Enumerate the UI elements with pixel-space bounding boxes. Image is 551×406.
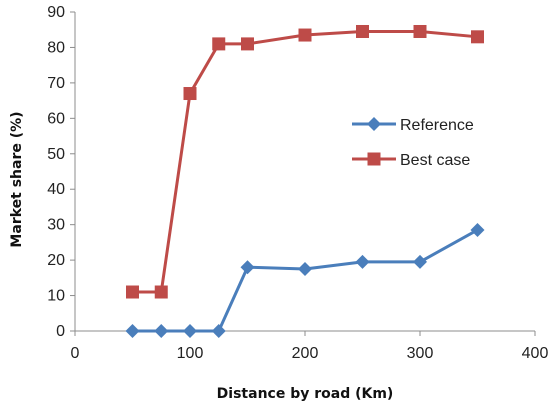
legend-item: Reference <box>352 117 474 134</box>
y-tick-label: 40 <box>47 181 65 198</box>
y-axis-label: Market share (%) <box>9 111 25 247</box>
data-point <box>154 285 168 299</box>
chart-tick-labels: 0 10 20 30 40 50 60 70 80 90 0 100 200 300 400 <box>47 4 548 362</box>
legend-item: Best case <box>352 152 470 169</box>
y-tick-label: 20 <box>47 252 65 269</box>
data-point <box>241 37 254 51</box>
data-point <box>240 260 255 275</box>
x-tick-label: 0 <box>71 345 80 362</box>
y-tick-label: 90 <box>47 4 65 21</box>
data-point <box>470 222 485 237</box>
data-point <box>211 324 226 338</box>
x-tick-label: 100 <box>177 345 204 362</box>
legend-label: Reference <box>400 117 474 134</box>
data-point <box>413 24 427 38</box>
chart-series <box>125 24 485 338</box>
legend-marker <box>367 152 381 166</box>
data-point <box>356 24 369 38</box>
y-tick-label: 80 <box>47 39 65 56</box>
y-tick-label: 30 <box>47 217 65 234</box>
x-axis-label: Distance by road (Km) <box>217 386 394 402</box>
series-reference <box>125 222 485 338</box>
data-point <box>126 285 139 299</box>
y-tick-label: 70 <box>47 75 65 92</box>
legend-marker <box>367 117 381 131</box>
y-tick-label: 0 <box>56 323 65 340</box>
series-line <box>132 228 479 333</box>
x-tick-label: 200 <box>292 345 319 362</box>
y-tick-label: 10 <box>47 288 65 305</box>
data-point <box>183 324 197 338</box>
data-point <box>355 254 370 269</box>
data-point <box>298 28 312 42</box>
x-tick-label: 400 <box>522 345 549 362</box>
data-point <box>298 261 312 276</box>
data-point <box>183 87 197 101</box>
x-tick-label: 300 <box>407 345 434 362</box>
chart-axes <box>70 11 536 336</box>
data-point <box>413 254 427 269</box>
data-point <box>125 324 140 338</box>
legend-label: Best case <box>400 152 470 169</box>
chart-legend: Reference Best case <box>352 117 474 169</box>
y-tick-label: 60 <box>47 110 65 127</box>
data-point <box>212 37 226 51</box>
y-tick-label: 50 <box>47 146 65 163</box>
data-point <box>154 324 169 338</box>
series-best-case <box>126 24 484 299</box>
data-point <box>471 30 484 44</box>
